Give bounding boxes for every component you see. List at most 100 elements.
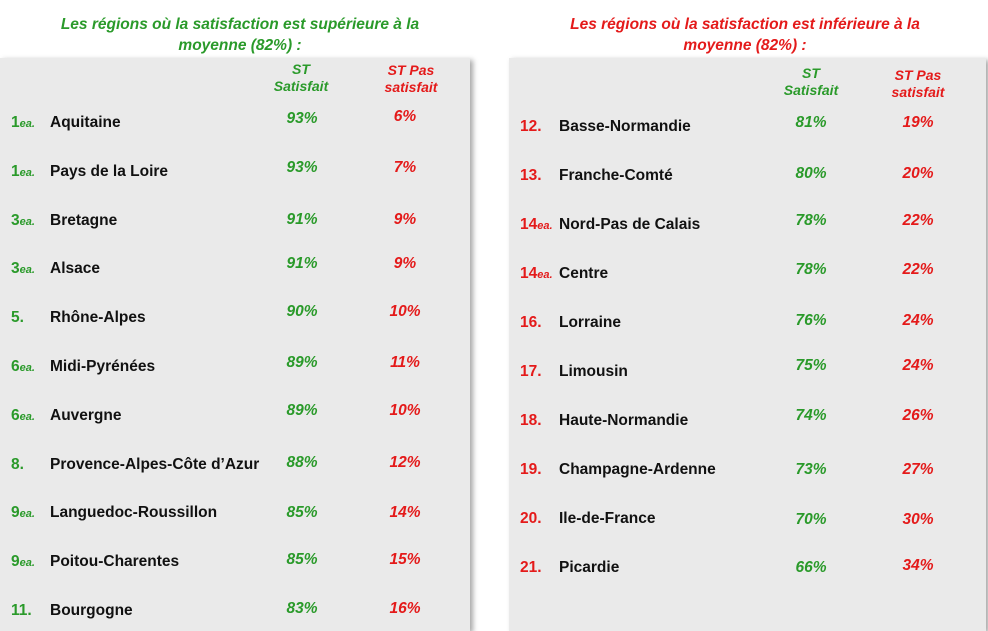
rank-label: 16. (520, 310, 542, 337)
rank-ex-aequo-suffix: ea. (19, 264, 35, 277)
left-col-header-pas-line2: satisfait (384, 79, 438, 95)
right-col-header-pas-satisfait: ST Pas satisfait (868, 67, 968, 101)
pas-satisfait-value: 7% (393, 158, 417, 176)
region-name: Limousin (559, 363, 628, 380)
region-name: Midi-Pyrénées (50, 358, 156, 375)
pas-satisfait-value: 19% (902, 114, 934, 131)
satisfait-value: 81% (795, 114, 827, 131)
rank-label: 9ea. (11, 549, 35, 576)
rank-label: 13. (520, 163, 542, 190)
rank-label: 3ea. (11, 208, 35, 235)
region-name: Alsace (50, 260, 100, 278)
right-title-line1: Les régions où la satisfaction est infér… (570, 16, 920, 33)
rank-label: 3ea. (11, 256, 35, 283)
rank-ex-aequo-suffix: ea. (19, 362, 35, 374)
rank-ex-aequo-suffix: ea. (19, 410, 35, 423)
rank-ex-aequo-suffix: ea. (19, 166, 35, 179)
table-row: 12. Basse-Normandie 81% 19% (509, 114, 986, 140)
satisfait-value: 88% (286, 453, 318, 471)
table-row: 19. Champagne-Ardenne 73% 27% (509, 457, 986, 483)
rank-label: 6ea. (11, 354, 35, 381)
left-col-header-satisfait: ST Satisfait (251, 61, 351, 95)
rank-label: 20. (520, 506, 542, 533)
table-row: 6ea. Midi-Pyrénées 89% 11% (0, 354, 470, 380)
region-name: Ile-de-France (559, 510, 656, 527)
rank-label: 11. (11, 598, 32, 625)
pas-satisfait-value: 20% (902, 165, 934, 182)
right-col-header-satisfait-line1: ST (802, 65, 820, 81)
pas-satisfait-value: 27% (902, 461, 934, 478)
rank-label: 1ea. (11, 159, 35, 186)
table-row: 9ea. Poitou-Charentes 85% 15% (0, 549, 470, 575)
table-row: 3ea. Alsace 91% 9% (0, 255, 470, 283)
region-name: Bourgogne (50, 602, 133, 619)
satisfait-value: 66% (795, 559, 827, 576)
pas-satisfait-value: 24% (902, 312, 934, 329)
left-col-header-satisfait-line2: Satisfait (273, 78, 329, 94)
satisfait-value: 85% (286, 504, 318, 522)
region-name: Pays de la Loire (50, 162, 169, 180)
rank-ex-aequo-suffix: ea. (19, 557, 35, 570)
rank-ex-aequo-suffix: ea. (19, 508, 35, 521)
region-name: Haute-Normandie (559, 412, 689, 429)
region-name: Languedoc-Roussillon (50, 504, 218, 522)
satisfait-value: 93% (286, 110, 318, 127)
pas-satisfait-value: 30% (902, 511, 934, 528)
region-name: Basse-Normandie (559, 118, 691, 135)
satisfait-value: 76% (795, 312, 827, 329)
region-name: Aquitaine (50, 114, 121, 131)
region-name: Centre (559, 265, 609, 282)
rank-label: 5. (11, 305, 24, 332)
left-title-line2: moyenne (82%) : (178, 37, 302, 54)
rank-ex-aequo-suffix: ea. (537, 220, 553, 232)
rank-label: 12. (520, 114, 542, 141)
rank-number: 16. (520, 314, 542, 331)
table-row: 1ea. Pays de la Loire 93% 7% (0, 159, 470, 185)
table-row: 14ea. Nord-Pas de Calais 78% 22% (509, 212, 986, 238)
left-title: Les régions où la satisfaction est supér… (0, 14, 480, 56)
pas-satisfait-value: 24% (902, 357, 934, 374)
left-ranking-panel: ST Satisfait ST Pas satisfait 1ea. Aquita… (0, 58, 470, 631)
table-row: 5. Rhône-Alpes 90% 10% (0, 303, 470, 332)
right-col-header-satisfait: ST Satisfait (761, 65, 861, 99)
rank-label: 18. (520, 408, 542, 435)
satisfait-value: 70% (795, 511, 827, 528)
pas-satisfait-value: 11% (390, 354, 420, 371)
table-row: 3ea. Bretagne 91% 9% (0, 208, 470, 234)
satisfait-value: 80% (795, 165, 827, 182)
rank-number: 21. (520, 559, 542, 576)
rank-label: 17. (520, 359, 542, 386)
right-col-header-pas-line1: ST Pas (894, 67, 942, 83)
pas-satisfait-value: 10% (389, 401, 421, 419)
table-row: 18. Haute-Normandie 74% 26% (509, 407, 986, 435)
rank-number: 12. (520, 118, 542, 135)
rank-label: 19. (520, 457, 542, 484)
rank-number: 14 (520, 216, 538, 233)
satisfait-value: 75% (795, 357, 827, 374)
rank-number: 3 (11, 211, 20, 229)
satisfait-value: 74% (795, 407, 827, 424)
pas-satisfait-value: 15% (389, 551, 421, 569)
pas-satisfait-value: 10% (389, 303, 421, 321)
table-row: 21. Picardie 66% 34% (509, 555, 986, 581)
right-ranking-panel: ST Satisfait ST Pas satisfait 12. Basse-N… (509, 58, 986, 631)
left-col-header-pas-line1: ST Pas (387, 62, 435, 78)
table-row: 14ea. Centre 78% 22% (509, 261, 986, 287)
satisfait-value: 85% (286, 551, 318, 569)
region-name: Champagne-Ardenne (559, 461, 716, 478)
satisfait-value: 83% (286, 600, 318, 617)
table-row: 16. Lorraine 76% 24% (509, 310, 986, 336)
rank-number: 19. (520, 461, 542, 478)
pas-satisfait-value: 9% (393, 210, 417, 228)
rank-number: 20. (520, 510, 542, 527)
region-name: Bretagne (50, 211, 118, 229)
rank-number: 9 (11, 504, 20, 522)
pas-satisfait-value: 12% (389, 453, 421, 471)
table-row: 11. Bourgogne 83% 16% (0, 598, 470, 624)
satisfait-value: 93% (286, 158, 318, 176)
rank-number: 18. (520, 412, 542, 429)
rank-number: 3 (11, 260, 20, 278)
satisfait-value: 78% (795, 261, 827, 278)
rank-label: 8. (11, 452, 24, 479)
region-name: Rhône-Alpes (50, 309, 146, 327)
